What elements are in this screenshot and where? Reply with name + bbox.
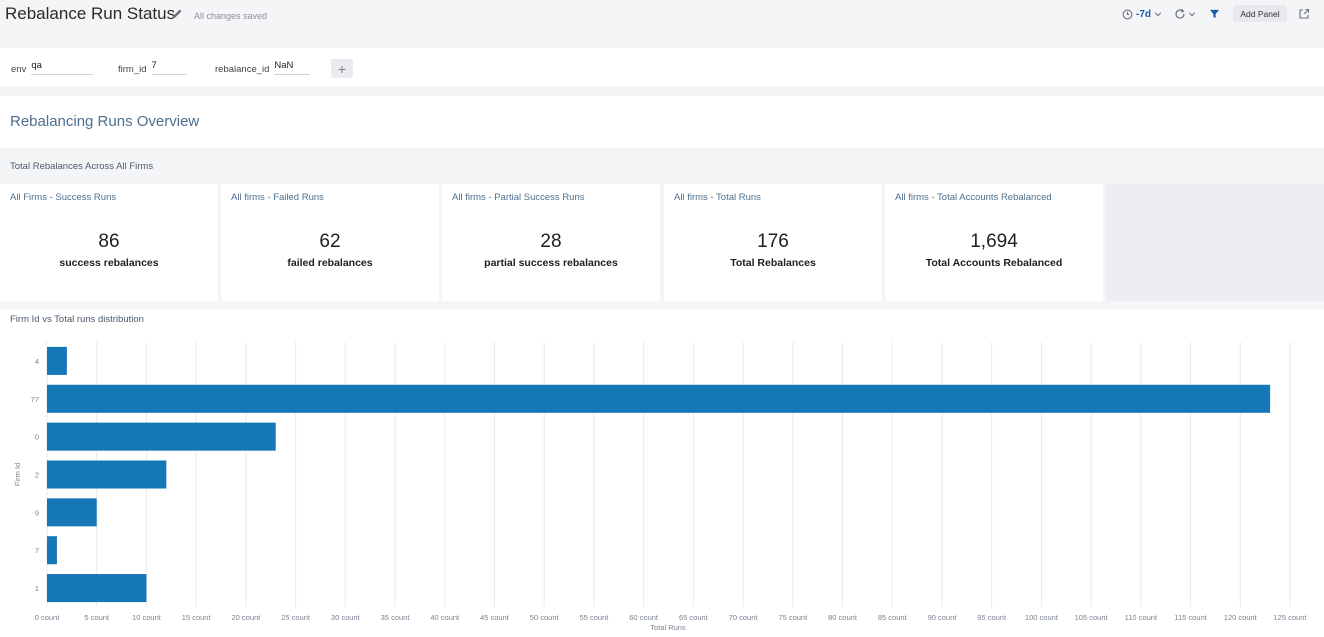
- x-tick-label: 0 count: [35, 613, 61, 622]
- stat-panel-partial[interactable]: All firms - Partial Success Runs 28 part…: [442, 184, 660, 301]
- stat-panel-failed[interactable]: All firms - Failed Runs 62 failed rebala…: [221, 184, 439, 301]
- stat-title: All firms - Total Runs: [674, 192, 761, 203]
- overview-panel: Rebalancing Runs Overview: [0, 96, 1324, 148]
- x-tick-label: 95 count: [977, 613, 1007, 622]
- rebalance-id-input[interactable]: NaN: [274, 60, 311, 75]
- env-input[interactable]: qa: [31, 60, 94, 75]
- x-tick-label: 90 count: [928, 613, 958, 622]
- x-tick-label: 115 count: [1174, 613, 1207, 622]
- refresh-button[interactable]: [1174, 7, 1196, 21]
- x-tick-label: 45 count: [480, 613, 510, 622]
- refresh-icon: [1175, 8, 1185, 19]
- stat-title: All firms - Partial Success Runs: [452, 192, 585, 203]
- stat-unit: Total Accounts Rebalanced: [925, 257, 1063, 269]
- y-axis-label: Firm Id: [13, 463, 22, 486]
- x-tick-label: 10 count: [132, 613, 162, 622]
- stat-title: All firms - Total Accounts Rebalanced: [895, 192, 1052, 203]
- x-tick-label: 80 count: [828, 613, 858, 622]
- clock-icon: [1122, 9, 1133, 19]
- x-tick-label: 5 count: [84, 613, 110, 622]
- variables-bar: env qa firm_id 7 rebalance_id NaN +: [0, 48, 1324, 86]
- stat-value: 86: [98, 231, 120, 252]
- stat-unit: success rebalances: [59, 257, 159, 269]
- bar-firm-7: [47, 536, 57, 565]
- overview-title: Rebalancing Runs Overview: [10, 113, 200, 130]
- x-tick-label: 25 count: [281, 613, 311, 622]
- y-tick-label: 7: [35, 546, 39, 555]
- x-tick-label: 65 count: [679, 613, 709, 622]
- stat-unit: failed rebalances: [287, 257, 373, 269]
- y-tick-label: 77: [31, 395, 39, 404]
- stat-title: All firms - Failed Runs: [231, 192, 324, 203]
- x-tick-label: 55 count: [580, 613, 610, 622]
- x-tick-label: 15 count: [182, 613, 212, 622]
- chart-title: Firm Id vs Total runs distribution: [10, 314, 144, 325]
- variable-rebalance-id: rebalance_id NaN: [215, 60, 311, 75]
- x-tick-label: 30 count: [331, 613, 361, 622]
- x-tick-label: 20 count: [231, 613, 261, 622]
- variable-env: env qa: [11, 60, 94, 75]
- x-tick-label: 110 count: [1125, 613, 1158, 622]
- x-tick-label: 40 count: [430, 613, 460, 622]
- page-title[interactable]: Rebalance Run Status: [5, 4, 176, 23]
- stat-value: 176: [757, 231, 789, 252]
- bar-firm-1: [47, 574, 147, 603]
- variable-label: env: [11, 64, 27, 75]
- add-panel-button[interactable]: Add Panel: [1233, 5, 1287, 22]
- chart-panel[interactable]: Firm Id vs Total runs distribution 0 cou…: [0, 309, 1324, 637]
- firm-id-input[interactable]: 7: [151, 60, 187, 75]
- stat-panel-total-runs[interactable]: All firms - Total Runs 176 Total Rebalan…: [664, 184, 882, 301]
- variable-firm-id: firm_id 7: [118, 60, 187, 75]
- bar-firm-4: [47, 346, 67, 375]
- chevron-down-icon: [1154, 12, 1162, 17]
- y-tick-label: 1: [35, 584, 39, 593]
- x-tick-label: 85 count: [878, 613, 908, 622]
- x-tick-label: 35 count: [381, 613, 411, 622]
- dashboard-header: Rebalance Run Status All changes saved -…: [0, 0, 1324, 46]
- chevron-down-icon: [1188, 12, 1196, 17]
- x-axis-label: Total Runs: [650, 623, 686, 632]
- bar-firm-0: [47, 422, 276, 451]
- export-icon[interactable]: [1298, 8, 1310, 20]
- stat-unit: partial success rebalances: [484, 257, 618, 269]
- stat-value: 28: [540, 231, 562, 252]
- stat-value: 1,694: [970, 231, 1018, 252]
- time-range-picker[interactable]: -7d: [1122, 7, 1162, 21]
- x-tick-label: 120 count: [1224, 613, 1258, 622]
- bar-firm-2: [47, 460, 167, 489]
- x-tick-label: 100 count: [1025, 613, 1059, 622]
- bar-firm-9: [47, 498, 97, 527]
- stat-unit: Total Rebalances: [730, 257, 816, 269]
- pencil-icon[interactable]: [172, 8, 183, 19]
- add-variable-button[interactable]: +: [331, 59, 353, 78]
- stat-panel-success[interactable]: All Firms - Success Runs 86 success reba…: [0, 184, 218, 301]
- stat-panel-accounts[interactable]: All firms - Total Accounts Rebalanced 1,…: [885, 184, 1103, 301]
- bar-firm-77: [47, 384, 1271, 413]
- y-tick-label: 0: [35, 433, 39, 442]
- x-tick-label: 125 count: [1274, 613, 1308, 622]
- x-tick-label: 75 count: [778, 613, 808, 622]
- y-tick-label: 9: [35, 508, 39, 517]
- y-tick-label: 2: [35, 471, 39, 480]
- empty-panel-slot: [1106, 184, 1324, 301]
- x-tick-label: 60 count: [629, 613, 659, 622]
- x-tick-label: 70 count: [729, 613, 759, 622]
- variable-label: rebalance_id: [215, 64, 270, 75]
- time-range-value: -7d: [1136, 8, 1151, 20]
- y-tick-label: 4: [35, 357, 39, 366]
- stat-value: 62: [319, 231, 341, 252]
- x-tick-label: 105 count: [1075, 613, 1109, 622]
- section-label: Total Rebalances Across All Firms: [10, 161, 154, 172]
- filter-icon[interactable]: [1209, 8, 1220, 20]
- variable-label: firm_id: [118, 64, 147, 75]
- save-status: All changes saved: [194, 11, 268, 21]
- firm-runs-bar-chart: 0 count 5 count 10 count 15 count 20 count 25…: [13, 342, 1308, 632]
- stat-title: All Firms - Success Runs: [10, 192, 117, 203]
- x-tick-label: 50 count: [530, 613, 560, 622]
